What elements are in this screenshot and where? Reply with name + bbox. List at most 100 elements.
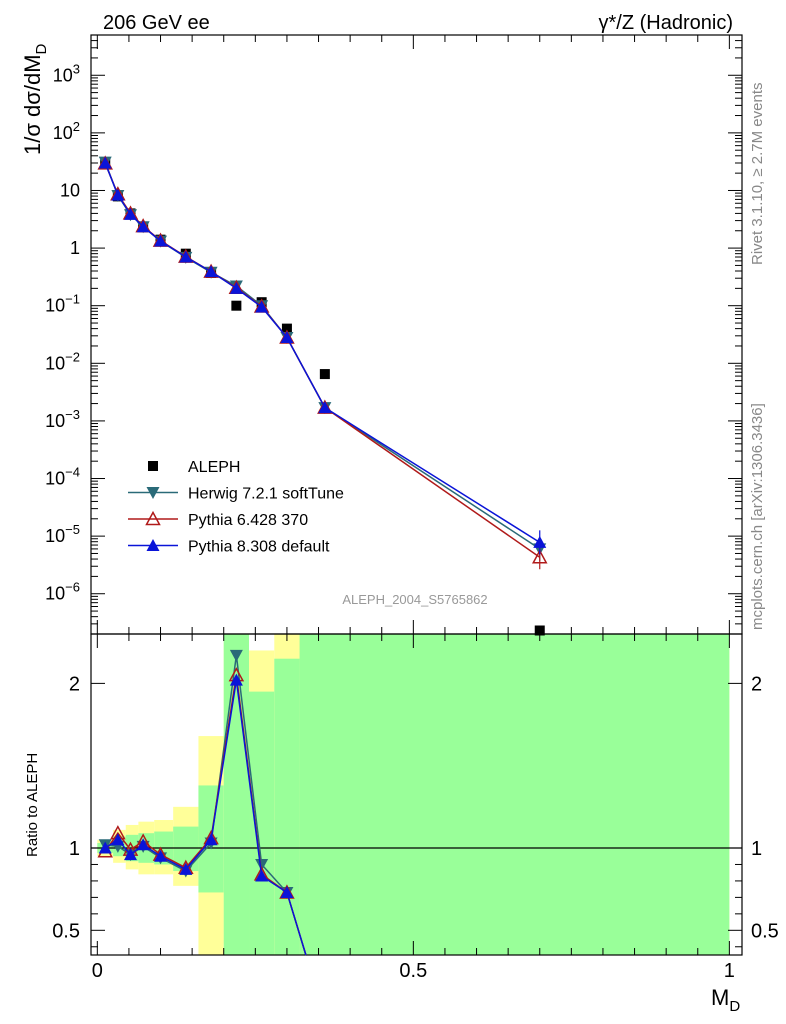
ratio-y-tick-label-left: 2 [69, 673, 80, 695]
band-green-7 [223, 634, 250, 955]
tick-base: 10 [53, 65, 73, 85]
series-line [104, 162, 541, 543]
ratio-point [280, 885, 294, 898]
data-point [280, 331, 294, 344]
header-left: 206 GeV ee [103, 12, 210, 34]
legend-item: Herwig 7.2.1 softTune [128, 486, 344, 503]
tick-exponent: −1 [65, 292, 80, 307]
y-tick-label: 10−1 [45, 292, 80, 316]
data-point [179, 250, 193, 263]
legend-marker [148, 461, 158, 471]
y-tick-label: 10−5 [45, 522, 80, 546]
ratio-y-tick-label-right: 1 [751, 838, 762, 860]
data-point [534, 625, 545, 636]
legend-item: Pythia 6.428 370 [128, 510, 308, 529]
ratio-y-tick-label-right: 0.5 [751, 920, 779, 942]
tick-exponent: −3 [65, 407, 80, 422]
tick-base: 10 [45, 296, 65, 316]
tick-base: 10 [53, 123, 73, 143]
tick-exponent: −4 [65, 465, 80, 480]
x-axis-label: MD [711, 985, 740, 1015]
ratio-point [124, 848, 138, 861]
y-tick-label: 1 [70, 238, 80, 258]
tick-exponent: −6 [65, 580, 80, 595]
legend-label: Pythia 6.428 370 [188, 512, 308, 529]
tick-exponent: 3 [73, 61, 80, 76]
ratio-axes: 0.5 0.5 1 1 2 2 0 0.5 1 [52, 633, 779, 982]
y-tick-label: 10−2 [45, 349, 80, 373]
ratio-y-tick-label-right: 2 [751, 673, 762, 695]
y-tick-label: 10−4 [45, 465, 80, 489]
data-point [124, 207, 138, 220]
y-tick-label: 103 [53, 61, 80, 85]
ratio-series [97, 649, 307, 956]
y-tick-label: 10−6 [45, 580, 80, 604]
ratio-point [204, 833, 218, 846]
tick-exponent: 2 [73, 119, 80, 134]
ratio-point [154, 849, 168, 862]
ratio-series-pythia-8-308-default [98, 673, 307, 956]
band-green-9 [274, 658, 300, 955]
tick-exponent: −5 [65, 522, 80, 537]
ratio-point [179, 862, 193, 875]
data-point [531, 549, 548, 564]
ratio-point [111, 833, 125, 846]
series-aleph [100, 157, 545, 636]
tick-base: 10 [45, 584, 65, 604]
data-point [281, 323, 292, 334]
legend: ALEPH Herwig 7.2.1 softTune Pythia 6.428 3… [128, 459, 344, 556]
data-point [319, 369, 330, 380]
ratio-point [229, 673, 243, 686]
legend-marker [146, 487, 160, 499]
data-point [154, 234, 168, 247]
data-point [111, 188, 125, 201]
header-right: γ*/Z (Hadronic) [599, 12, 733, 34]
tick-base: 10 [45, 469, 65, 489]
ratio-point [255, 858, 269, 871]
series-pythia-6-428-370 [97, 155, 548, 570]
data-point [255, 300, 269, 313]
tick-base: 10 [45, 353, 65, 373]
ratio-y-tick-label-left: 1 [69, 838, 80, 860]
legend-item: ALEPH [148, 459, 240, 476]
ratio-frame [90, 633, 743, 956]
legend-item: Pythia 8.308 default [128, 539, 330, 556]
y-tick-label: 10−3 [45, 407, 80, 431]
legend-marker [146, 539, 160, 551]
data-point [229, 281, 243, 294]
tick-exponent: −2 [65, 349, 80, 364]
legend-label: ALEPH [188, 459, 240, 476]
data-point [98, 156, 112, 169]
ratio-point [229, 649, 243, 662]
main-y-label-text: 1/σ dσ/dM [20, 54, 45, 155]
y-tick-label: 10 [60, 180, 80, 200]
x-tick-label: 1 [724, 960, 735, 982]
x-tick-label: 0 [92, 960, 103, 982]
data-point [204, 265, 218, 278]
data-point [533, 535, 547, 548]
main-series [97, 155, 548, 636]
rivet-label: Rivet 3.1.10, ≥ 2.7M events [749, 83, 766, 266]
legend-label: Herwig 7.2.1 softTune [188, 486, 344, 503]
main-y-label-sub: D [33, 43, 50, 54]
tick-base: 10 [45, 526, 65, 546]
x-label-sub: D [729, 998, 740, 1015]
main-y-axis-label: 1/σ dσ/dMD [20, 43, 50, 155]
band-green-8 [249, 691, 275, 955]
ratio-uncertainty-bands [97, 634, 730, 955]
ratio-point [98, 841, 112, 854]
series-pythia-8-308-default [98, 156, 547, 555]
legend-label: Pythia 8.308 default [188, 539, 330, 556]
ratio-point [136, 838, 150, 851]
ratio-y-axis-label: Ratio to ALEPH [24, 753, 41, 857]
ratio-point [255, 869, 269, 882]
mcplots-label: mcplots.cern.ch [arXiv:1306.3436] [749, 403, 766, 630]
legend-marker [145, 510, 161, 526]
x-label-text: M [711, 985, 729, 1010]
data-point [318, 401, 332, 414]
data-point [136, 220, 150, 233]
tick-base: 10 [45, 411, 65, 431]
x-tick-label: 0.5 [399, 960, 427, 982]
